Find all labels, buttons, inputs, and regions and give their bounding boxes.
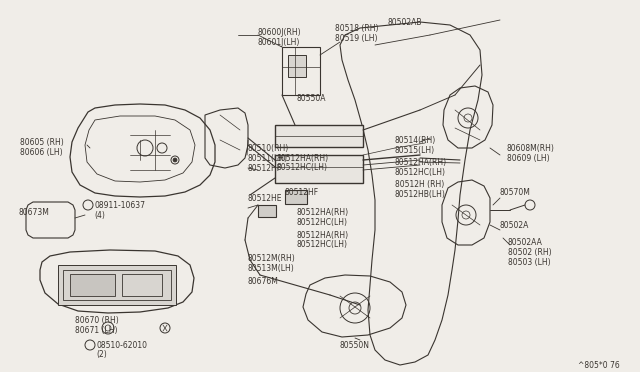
Text: 80512HB(LH): 80512HB(LH) [395, 189, 446, 199]
Bar [285, 190, 307, 204]
Text: 80550N: 80550N [340, 340, 370, 350]
Text: 80570M: 80570M [500, 187, 531, 196]
Text: 08510-62010: 08510-62010 [96, 340, 147, 350]
Text: 80512HC(LH): 80512HC(LH) [395, 167, 446, 176]
Bar [58, 265, 176, 305]
Text: 80518 (RH): 80518 (RH) [335, 23, 378, 32]
Text: 80512HA(RH): 80512HA(RH) [297, 208, 349, 217]
Text: 80512HF: 80512HF [247, 164, 281, 173]
Text: 80605 (RH): 80605 (RH) [20, 138, 64, 147]
Text: 80673M: 80673M [18, 208, 49, 217]
Text: (4): (4) [94, 211, 105, 219]
Text: 80670 (RH): 80670 (RH) [75, 315, 119, 324]
Text: 80609 (LH): 80609 (LH) [507, 154, 550, 163]
Text: 80502A: 80502A [500, 221, 529, 230]
Text: 80512HF: 80512HF [285, 187, 319, 196]
Text: 80676M: 80676M [247, 278, 278, 286]
Bar [63, 270, 171, 300]
Text: 80503 (LH): 80503 (LH) [508, 257, 550, 266]
Text: 80600J(RH): 80600J(RH) [258, 28, 301, 36]
Bar [258, 205, 276, 217]
Text: 80512HC(LH): 80512HC(LH) [297, 241, 348, 250]
Text: 08911-10637: 08911-10637 [94, 201, 145, 209]
Text: 80511(LH): 80511(LH) [247, 154, 287, 163]
Text: 80512HC(LH): 80512HC(LH) [277, 163, 328, 171]
Bar [288, 55, 306, 77]
Text: 80512HC(LH): 80512HC(LH) [297, 218, 348, 227]
Text: (2): (2) [96, 350, 107, 359]
Text: 80601J(LH): 80601J(LH) [258, 38, 300, 46]
Text: 80606 (LH): 80606 (LH) [20, 148, 63, 157]
Text: 80512HE: 80512HE [247, 193, 282, 202]
Text: 80512HA(RH): 80512HA(RH) [277, 154, 329, 163]
Text: 80513M(LH): 80513M(LH) [247, 263, 294, 273]
Text: 80550A: 80550A [297, 93, 326, 103]
Text: 80515(LH): 80515(LH) [395, 145, 435, 154]
Text: ^805*0 76: ^805*0 76 [579, 360, 620, 369]
Text: 80512M(RH): 80512M(RH) [247, 253, 295, 263]
Text: 80502AA: 80502AA [508, 237, 543, 247]
Text: 80502AB: 80502AB [388, 17, 422, 26]
Text: 80519 (LH): 80519 (LH) [335, 33, 378, 42]
Text: 80510(RH): 80510(RH) [247, 144, 288, 153]
Text: 80671 (LH): 80671 (LH) [75, 326, 118, 334]
Text: 80512HA(RH): 80512HA(RH) [395, 157, 447, 167]
Bar [282, 47, 320, 95]
Bar [275, 125, 363, 147]
Text: 80502 (RH): 80502 (RH) [508, 247, 552, 257]
Bar [122, 274, 162, 296]
Bar [275, 155, 363, 183]
Circle shape [173, 158, 177, 162]
Text: 80512HA(RH): 80512HA(RH) [297, 231, 349, 240]
Text: 80514(RH): 80514(RH) [395, 135, 436, 144]
Text: 80608M(RH): 80608M(RH) [507, 144, 555, 153]
Text: 80512H (RH): 80512H (RH) [395, 180, 444, 189]
Bar [70, 274, 115, 296]
